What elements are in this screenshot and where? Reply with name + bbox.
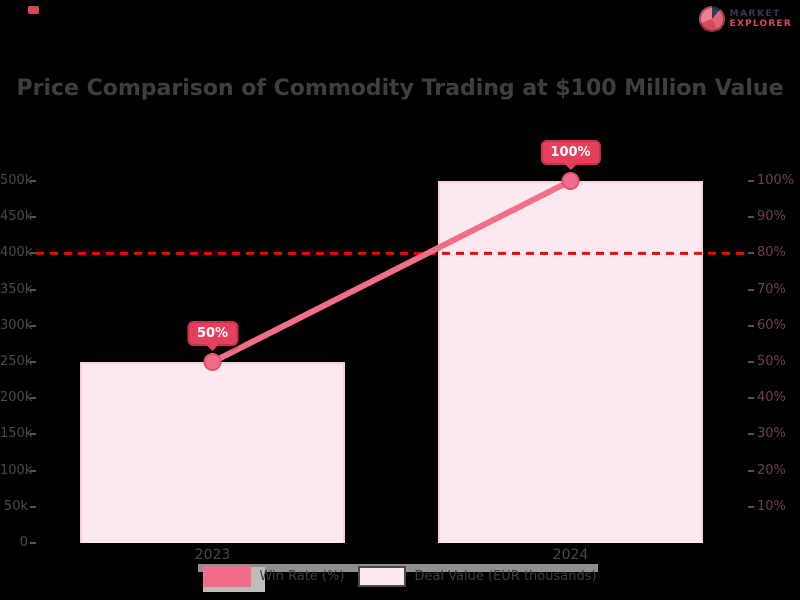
left-axis-tick-label: 450k [0, 209, 33, 225]
legend-label: Deal Value (EUR thousands) [414, 569, 597, 584]
bar-2024 [438, 181, 703, 543]
trend-line [209, 178, 574, 365]
left-axis-tick-label: 500k [0, 173, 33, 188]
right-axis-tick-label: 50% [757, 354, 786, 369]
left-axis-tick-mark [30, 469, 36, 472]
brand-logo-icon [698, 6, 725, 32]
right-axis-tick-mark [748, 252, 754, 255]
right-axis-tick-mark [748, 288, 754, 291]
left-axis-tick-mark [30, 216, 36, 219]
legend-item: Win Rate (%) [203, 566, 344, 587]
legend-label: Win Rate (%) [259, 569, 345, 584]
left-axis-tick-mark [30, 324, 36, 327]
left-axis-tick-mark [30, 542, 36, 544]
right-axis-tick-mark [748, 433, 754, 436]
chart-title: Price Comparison of Commodity Trading at… [16, 76, 784, 101]
brand-wordmark: MARKET EXPLORER [730, 9, 792, 30]
left-axis-tick-label: 150k [0, 426, 33, 442]
left-axis-tick-mark [30, 361, 36, 363]
legend-swatch-light [358, 566, 407, 587]
brand-name-line2: EXPLORER [729, 19, 792, 29]
right-axis-tick-label: 10% [757, 498, 786, 514]
left-axis-tick-mark [30, 252, 36, 255]
left-axis-tick-label: 100k [0, 462, 33, 478]
right-axis-tick-label: 20% [757, 462, 786, 478]
left-axis-tick-mark [30, 288, 36, 291]
left-axis-tick-mark [30, 505, 36, 508]
data-label-badge: 100% [540, 140, 601, 165]
left-axis-tick-label: 250k [0, 354, 33, 369]
right-axis-tick-mark [748, 361, 754, 363]
left-axis-tick-label: 350k [0, 281, 33, 297]
line-marker [561, 172, 580, 190]
x-axis-label: 2024 [552, 547, 589, 563]
brand-name-line1: MARKET [729, 8, 781, 19]
right-axis-tick-mark [748, 397, 754, 400]
right-axis-tick-mark [748, 505, 754, 508]
brand-logo: MARKET EXPLORER [698, 6, 792, 32]
right-axis-tick-label: 70% [757, 281, 786, 297]
corner-mark [28, 6, 39, 14]
right-axis-tick-mark [748, 180, 754, 182]
data-label-badge: 50% [186, 321, 239, 346]
left-axis-tick-mark [30, 433, 36, 436]
legend-item: Deal Value (EUR thousands) [358, 566, 597, 587]
right-axis-tick-mark [748, 324, 754, 327]
legend: Win Rate (%) Deal Value (EUR thousands) [0, 566, 800, 587]
x-axis-label: 2023 [194, 547, 231, 563]
left-axis-tick-label: 0 [19, 535, 28, 550]
right-axis-tick-mark [748, 216, 754, 219]
legend-swatch-solid [203, 566, 252, 587]
left-axis-tick-label: 50k [3, 498, 28, 514]
left-axis-tick-label: 200k [0, 390, 33, 406]
right-axis-tick-label: 30% [757, 426, 786, 442]
right-axis-tick-label: 40% [757, 390, 786, 406]
right-axis-tick-label: 80% [757, 245, 786, 261]
left-axis-tick-label: 400k [0, 245, 33, 261]
left-axis-tick-mark [30, 397, 36, 400]
right-axis-tick-label: 100% [757, 173, 795, 188]
right-axis-tick-mark [748, 469, 754, 472]
right-axis-tick-label: 60% [757, 317, 786, 333]
right-axis-tick-label: 90% [757, 209, 786, 225]
left-axis-tick-mark [30, 180, 36, 182]
line-marker [203, 353, 222, 371]
left-axis-tick-label: 300k [0, 317, 33, 333]
